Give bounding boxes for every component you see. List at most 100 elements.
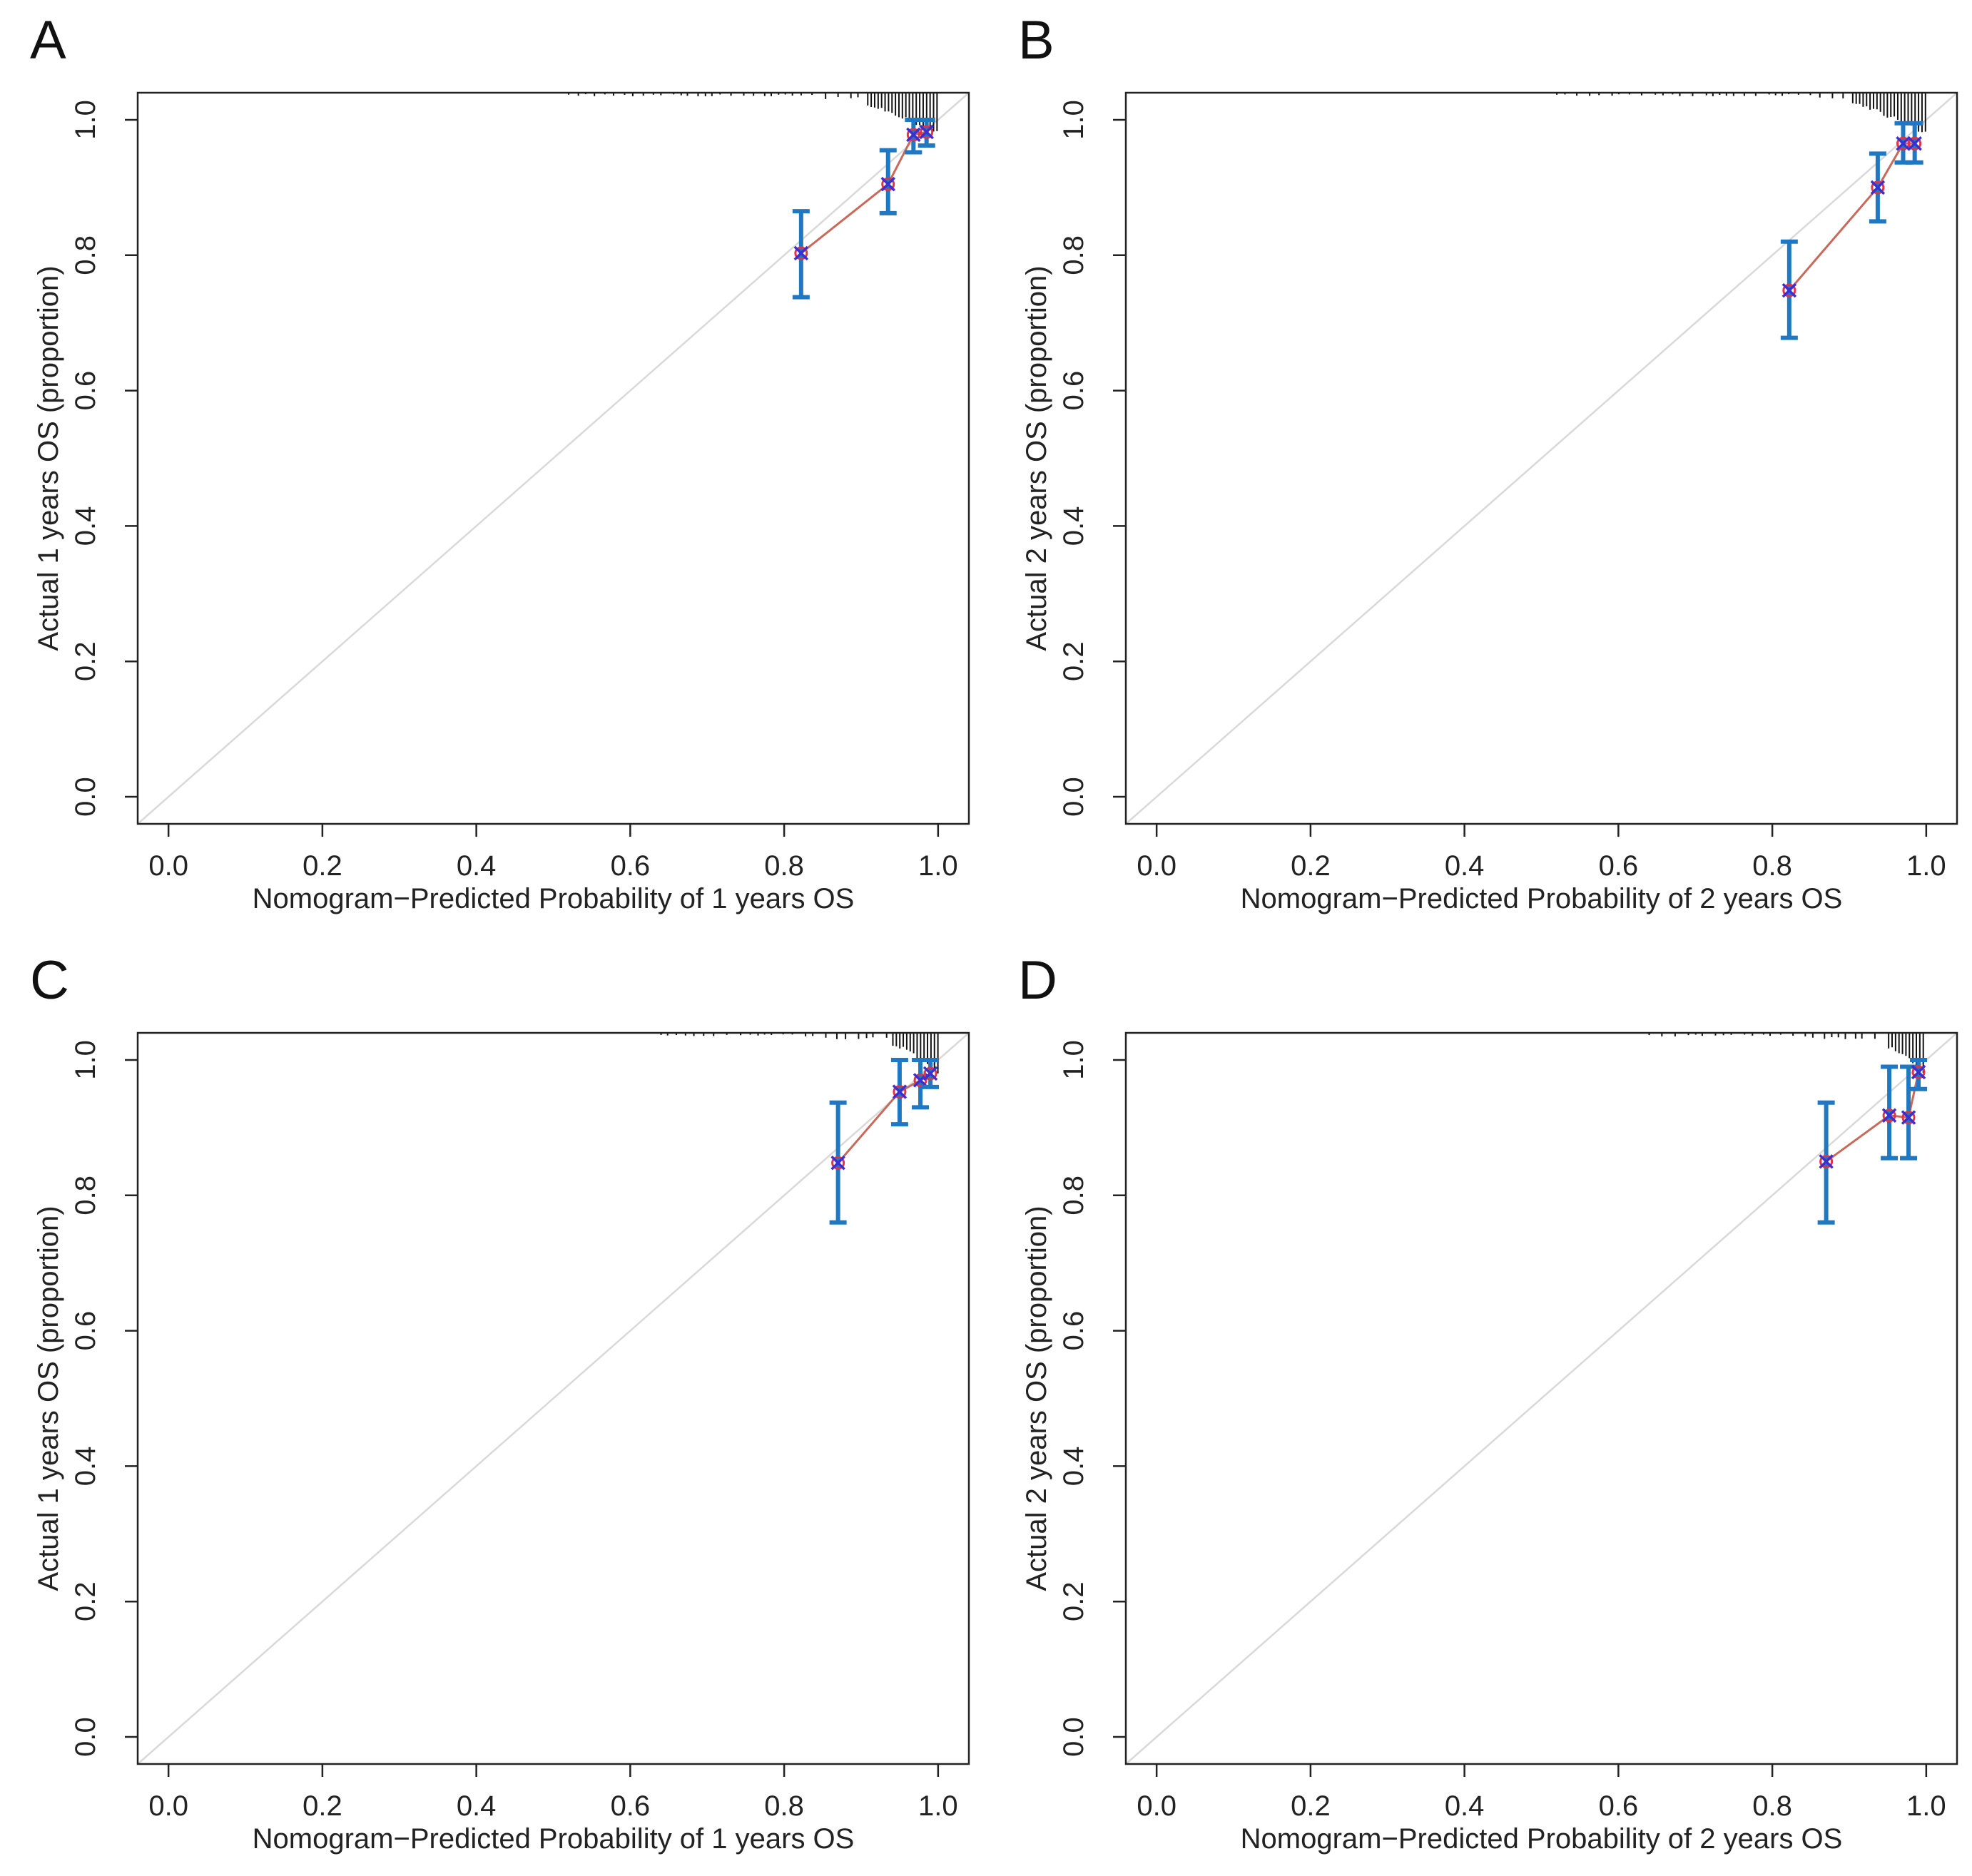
point-cross xyxy=(892,1084,908,1099)
y-tick-label: 0.8 xyxy=(1058,235,1089,275)
point-cross xyxy=(919,124,934,140)
y-tick-label: 0.8 xyxy=(1058,1176,1089,1215)
y-axis: 0.0 0.2 0.4 0.6 0.8 1.0 Actual 1 years OS (pro… xyxy=(33,1040,138,1757)
point-circle xyxy=(893,1085,907,1099)
y-tick-label: 0.0 xyxy=(1058,1717,1089,1757)
point-circle xyxy=(1882,1108,1896,1123)
point-circle xyxy=(1871,180,1885,195)
point-cross xyxy=(880,176,895,192)
x-tick-label: 0.8 xyxy=(764,1790,804,1822)
x-tick-label: 0.6 xyxy=(1599,850,1639,882)
calibration-point xyxy=(793,245,809,261)
calibration-panel-c: C 0.0 0.2 0.4 0.6 0.8 1.0 Nomogram−Predicted Pr… xyxy=(30,950,970,1855)
point-circle xyxy=(913,1073,927,1087)
point-circle xyxy=(831,1156,845,1170)
y-tick-label: 0.0 xyxy=(1058,777,1089,817)
calibration-point xyxy=(1901,1110,1916,1125)
point-cross xyxy=(1881,1108,1897,1123)
error-bar xyxy=(1881,1064,1899,1161)
point-circle xyxy=(920,125,934,139)
calibration-point xyxy=(906,127,921,143)
x-tick-label: 0.6 xyxy=(611,850,651,882)
y-tick-label: 1.0 xyxy=(1058,100,1089,140)
y-axis: 0.0 0.2 0.4 0.6 0.8 1.0 Actual 2 years OS (pro… xyxy=(1021,100,1126,817)
calibration-point xyxy=(1870,180,1886,195)
x-tick-label: 0.4 xyxy=(457,850,497,882)
y-axis-label: Actual 2 years OS (proportion) xyxy=(1021,1205,1052,1591)
calibration-point xyxy=(923,1066,938,1081)
calibration-line xyxy=(837,1072,931,1164)
x-tick-label: 0.0 xyxy=(148,850,188,882)
x-tick-label: 1.0 xyxy=(1906,850,1946,882)
point-circle xyxy=(881,177,895,191)
y-tick-label: 0.8 xyxy=(70,1176,101,1215)
point-circle xyxy=(923,1066,937,1081)
point-cross xyxy=(1782,282,1797,298)
point-cross xyxy=(830,1155,845,1171)
x-tick-label: 0.0 xyxy=(1137,1790,1176,1822)
calibration-point xyxy=(1911,1064,1926,1080)
x-tick-label: 1.0 xyxy=(1906,1790,1946,1822)
panel-label: B xyxy=(1018,10,1054,71)
y-tick-label: 0.6 xyxy=(70,371,101,411)
calibration-point xyxy=(1881,1108,1897,1123)
x-axis: 0.0 0.2 0.4 0.6 0.8 1.0 Nomogram−Predicted Pro… xyxy=(148,824,958,914)
x-tick-label: 0.4 xyxy=(1445,850,1485,882)
x-tick-label: 0.4 xyxy=(1445,1790,1485,1822)
calibration-line xyxy=(1825,1071,1920,1163)
y-tick-label: 1.0 xyxy=(1058,1040,1089,1080)
ideal-diagonal-line xyxy=(1125,92,1958,825)
y-tick-label: 0.8 xyxy=(70,235,101,275)
x-tick-label: 1.0 xyxy=(918,1790,958,1822)
x-tick-label: 0.6 xyxy=(1599,1790,1639,1822)
rug-ticks xyxy=(1648,1033,1924,1074)
x-tick-label: 0.2 xyxy=(303,1790,342,1822)
panel-label: A xyxy=(30,10,66,71)
plot-frame xyxy=(1124,1031,1958,1765)
point-circle xyxy=(1911,1065,1926,1079)
calibration-panel-d: D 0.0 0.2 0.4 0.6 0.8 1.0 Nomogram−Predicted Pr… xyxy=(1018,950,1958,1855)
y-axis-label: Actual 2 years OS (proportion) xyxy=(1021,265,1052,651)
x-tick-label: 0.0 xyxy=(1137,850,1176,882)
y-axis-label: Actual 1 years OS (proportion) xyxy=(33,1205,64,1591)
x-tick-label: 0.8 xyxy=(764,850,804,882)
point-cross xyxy=(1870,180,1886,195)
rug-ticks xyxy=(1556,93,1926,133)
rug-ticks xyxy=(568,93,938,132)
x-tick-label: 0.6 xyxy=(611,1790,651,1822)
error-bar xyxy=(879,148,897,215)
y-tick-label: 0.6 xyxy=(1058,371,1089,411)
y-tick-label: 0.4 xyxy=(70,506,101,546)
point-cross xyxy=(923,1066,938,1081)
panel-label: C xyxy=(30,950,69,1011)
calibration-point xyxy=(1782,282,1797,298)
calibration-point xyxy=(1907,136,1922,151)
point-circle xyxy=(1782,283,1796,297)
y-tick-label: 0.2 xyxy=(70,641,101,681)
ideal-diagonal-line xyxy=(1125,1032,1958,1765)
point-circle xyxy=(1908,136,1922,151)
calibration-point xyxy=(830,1155,845,1171)
point-circle xyxy=(1819,1154,1834,1168)
panel-label: D xyxy=(1018,950,1057,1011)
point-cross xyxy=(906,127,921,143)
y-tick-label: 0.4 xyxy=(1058,1447,1089,1487)
y-tick-label: 1.0 xyxy=(70,1040,101,1080)
calibration-point xyxy=(1819,1154,1834,1169)
x-axis-label: Nomogram−Predicted Probability of 2 year… xyxy=(1241,1823,1843,1855)
rug-ticks xyxy=(660,1033,939,1074)
calibration-point xyxy=(892,1084,908,1099)
calibration-panel-a: A 0.0 0.2 0.4 0.6 0.8 1.0 Nomogram−Predicted Pr… xyxy=(30,10,970,914)
y-tick-label: 0.6 xyxy=(1058,1311,1089,1351)
y-tick-label: 0.2 xyxy=(1058,641,1089,681)
x-axis: 0.0 0.2 0.4 0.6 0.8 1.0 Nomogram−Predicted Pro… xyxy=(148,1764,958,1855)
x-tick-label: 1.0 xyxy=(918,850,958,882)
y-tick-label: 0.0 xyxy=(70,777,101,817)
x-axis: 0.0 0.2 0.4 0.6 0.8 1.0 Nomogram−Predicted Pro… xyxy=(1137,1764,1946,1855)
error-bar xyxy=(1910,1057,1928,1091)
y-tick-label: 0.2 xyxy=(1058,1581,1089,1621)
calibration-point xyxy=(919,124,934,140)
point-cross xyxy=(1896,136,1911,151)
x-tick-label: 0.2 xyxy=(1291,1790,1331,1822)
